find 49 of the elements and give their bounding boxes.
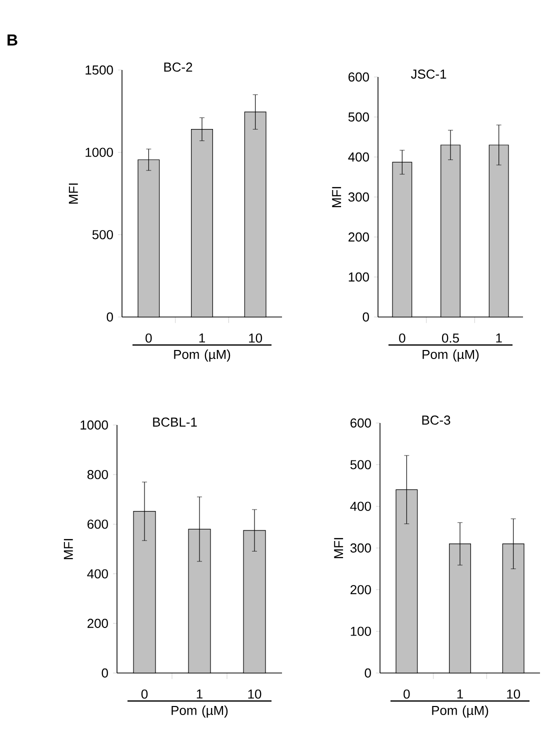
chart-title: JSC-1 bbox=[410, 70, 446, 79]
x-tick-label: 1 bbox=[457, 690, 463, 698]
y-tick-label: 0 bbox=[362, 312, 369, 322]
x-tick-label: 0 bbox=[399, 334, 406, 343]
y-tick-label: 200 bbox=[350, 585, 371, 594]
y-tick-label: 1000 bbox=[86, 148, 113, 157]
x-tick-label: 1 bbox=[496, 334, 502, 342]
y-tick-label: 500 bbox=[348, 112, 369, 122]
y-axis-title: MFI bbox=[68, 184, 78, 204]
y-axis-title: MFI bbox=[332, 187, 342, 208]
chart-title: BC-2 bbox=[164, 62, 192, 72]
x-tick-label: 10 bbox=[248, 690, 262, 699]
x-axis-title: Pom (µM) bbox=[172, 706, 228, 718]
y-tick-label: 600 bbox=[348, 72, 369, 82]
y-tick-label: 1500 bbox=[86, 65, 113, 75]
y-tick-label: 300 bbox=[350, 543, 371, 553]
y-axis-title: MFI bbox=[334, 538, 344, 558]
x-tick-label: 10 bbox=[249, 334, 262, 343]
y-tick-label: 300 bbox=[348, 192, 369, 202]
chart-title: BC-3 bbox=[422, 416, 450, 425]
y-tick-label: 200 bbox=[88, 618, 108, 628]
x-axis-title: Pom (µM) bbox=[174, 350, 230, 362]
y-tick-label: 1000 bbox=[80, 420, 108, 430]
y-tick-label: 600 bbox=[88, 520, 108, 529]
y-tick-label: 400 bbox=[350, 502, 371, 511]
x-tick-label: 0 bbox=[141, 690, 148, 699]
x-tick-label: 0.5 bbox=[442, 334, 459, 343]
y-tick-label: 600 bbox=[350, 418, 371, 428]
y-tick-label: 100 bbox=[350, 626, 371, 636]
y-tick-label: 400 bbox=[87, 569, 108, 578]
x-axis-title: Pom (µM) bbox=[432, 706, 488, 718]
y-tick-label: 400 bbox=[348, 152, 369, 162]
y-tick-label: 200 bbox=[348, 232, 369, 242]
x-tick-label: 0 bbox=[146, 334, 152, 343]
y-tick-label: 100 bbox=[348, 272, 369, 282]
y-tick-label: 500 bbox=[350, 460, 371, 470]
y-tick-label: 0 bbox=[364, 668, 371, 678]
y-tick-label: 0 bbox=[102, 668, 108, 678]
y-tick-label: 800 bbox=[87, 470, 108, 480]
y-tick-label: 500 bbox=[92, 230, 113, 240]
x-axis-title: Pom (µM) bbox=[422, 350, 479, 362]
y-axis-title: MFI bbox=[64, 539, 73, 560]
text: B bbox=[8, 34, 18, 46]
x-tick-label: 1 bbox=[196, 690, 202, 698]
chart-title: BCBL-1 bbox=[153, 418, 197, 427]
x-tick-label: 1 bbox=[199, 334, 205, 342]
y-tick-label: 0 bbox=[106, 312, 113, 322]
x-tick-label: 0 bbox=[404, 690, 410, 699]
x-tick-label: 10 bbox=[507, 690, 520, 699]
